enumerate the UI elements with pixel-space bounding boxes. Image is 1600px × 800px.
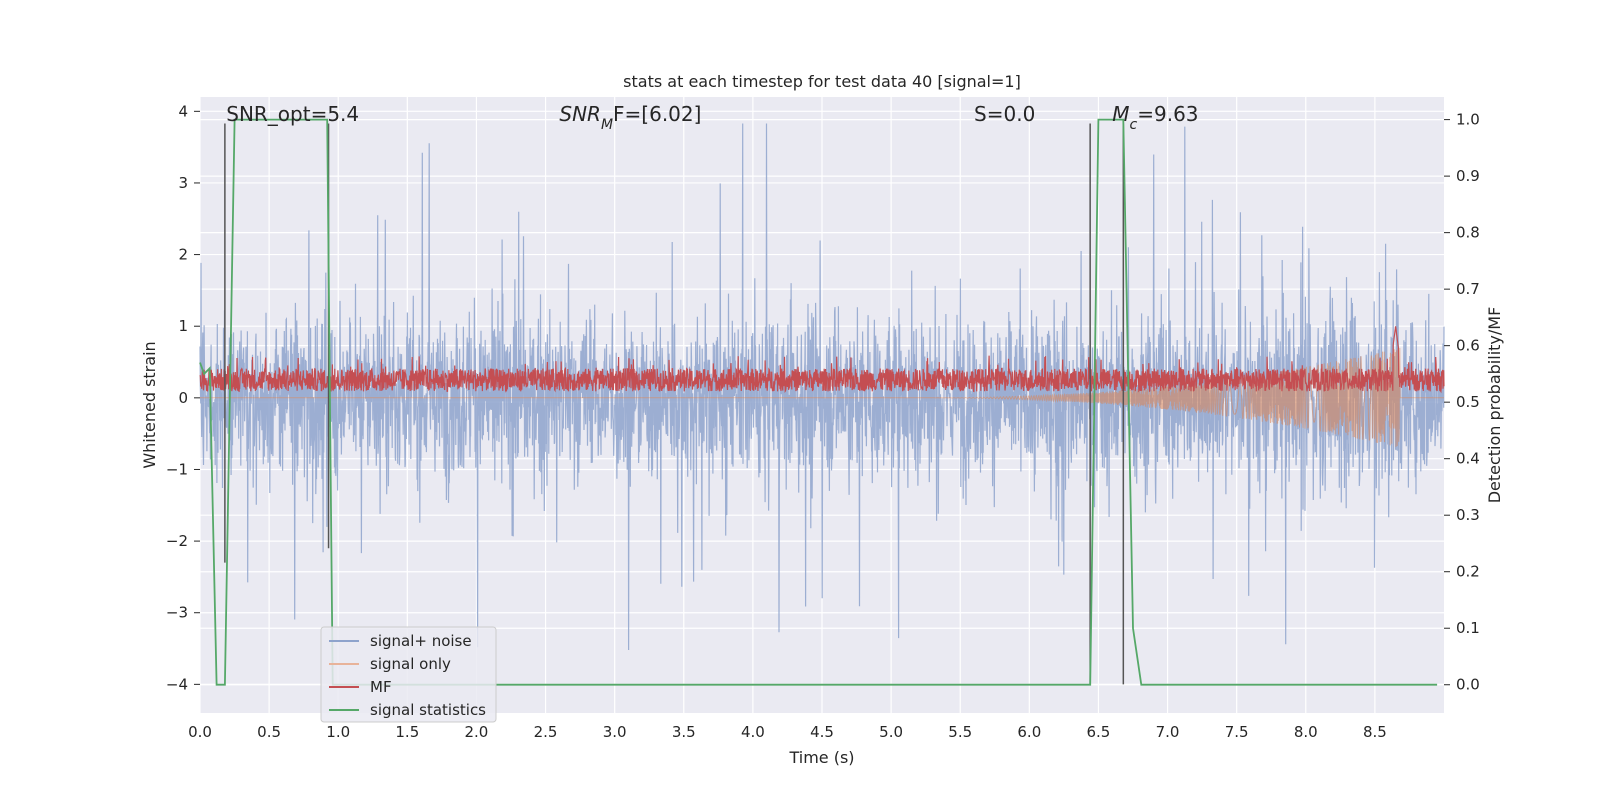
right-y-tick-label: 0.9 xyxy=(1456,167,1480,185)
y-tick-labels: 4 3 2 1 0 −1 −2 −3 −4 xyxy=(166,102,200,693)
y-tick-label: −1 xyxy=(166,460,188,478)
chart-title: stats at each timestep for test data 40 … xyxy=(623,72,1021,91)
annotation-suffix: F=[6.02] xyxy=(613,102,701,126)
y-tick-label: −4 xyxy=(166,675,188,693)
y-axis-label: Whitened strain xyxy=(140,341,159,468)
y-tick-label: 0 xyxy=(178,389,188,407)
annotation-subscript: M xyxy=(601,117,613,133)
legend-frame xyxy=(320,626,497,723)
legend-label-signal-statistics: signal statistics xyxy=(370,701,486,719)
x-tick-label: 2.5 xyxy=(534,723,558,741)
y-tick-label: 4 xyxy=(178,102,188,120)
x-tick-label: 6.0 xyxy=(1017,723,1041,741)
annotation-text: S xyxy=(974,102,987,126)
annotation: S=0.0 xyxy=(974,102,1035,126)
x-tick-label: 0.5 xyxy=(257,723,281,741)
x-tick-label: 3.0 xyxy=(603,723,627,741)
series-signal-only xyxy=(200,347,1444,448)
right-y-tick-label: 0.8 xyxy=(1456,224,1480,242)
annotation-text: SNR_opt=5.4 xyxy=(226,102,359,126)
x-tick-label: 1.5 xyxy=(395,723,419,741)
y-tick-label: 3 xyxy=(178,174,188,192)
y-tick-label: 1 xyxy=(178,317,188,335)
right-y-tick-label: 0.4 xyxy=(1456,450,1480,468)
legend-label-signal-only: signal only xyxy=(370,655,451,673)
right-y-tick-labels: 1.0 0.9 0.8 0.7 0.6 0.5 0.4 0.3 0.2 0.1 0.0 xyxy=(1444,111,1480,694)
annotation-text: SNR xyxy=(559,102,601,126)
annotation-subscript: c xyxy=(1130,117,1138,133)
right-y-axis-label: Detection probability/MF xyxy=(1485,307,1504,504)
legend-label-signal-noise: signal+ noise xyxy=(370,632,472,650)
annotation: SNR_opt=5.4 xyxy=(226,102,359,126)
right-y-tick-label: 0.2 xyxy=(1456,563,1480,581)
annotation-text: M xyxy=(1112,102,1129,126)
x-tick-label: 0.0 xyxy=(188,723,212,741)
x-tick-label: 2.0 xyxy=(465,723,489,741)
x-tick-label: 5.5 xyxy=(948,723,972,741)
x-tick-label: 8.0 xyxy=(1294,723,1318,741)
y-tick-label: −2 xyxy=(166,532,188,550)
annotation: Mc=9.63 xyxy=(1112,102,1198,133)
right-y-tick-label: 0.5 xyxy=(1456,393,1480,411)
x-tick-label: 8.5 xyxy=(1363,723,1387,741)
legend: signal+ noise signal only MF signal stat… xyxy=(320,626,497,723)
x-tick-label: 7.0 xyxy=(1156,723,1180,741)
legend-label-mf: MF xyxy=(370,678,392,696)
right-y-tick-label: 0.6 xyxy=(1456,337,1480,355)
x-tick-label: 6.5 xyxy=(1087,723,1111,741)
plot-area xyxy=(199,118,1445,686)
annotation: SNRMF=[6.02] xyxy=(559,102,701,133)
right-y-tick-label: 1.0 xyxy=(1456,111,1480,129)
x-tick-label: 3.5 xyxy=(672,723,696,741)
right-y-tick-label: 0.3 xyxy=(1456,506,1480,524)
series-signal-noise xyxy=(199,123,1445,651)
x-tick-label: 1.0 xyxy=(326,723,350,741)
x-axis-label: Time (s) xyxy=(788,748,854,767)
x-tick-labels: 0.0 0.5 1.0 1.5 2.0 2.5 3.0 3.5 4.0 4.5 5.0 5.5 6.0 6… xyxy=(188,723,1387,741)
annotations: SNR_opt=5.4 SNRMF=[6.02] S=0.0 Mc=9.63 xyxy=(226,102,1198,133)
x-tick-label: 4.0 xyxy=(741,723,765,741)
annotation-suffix: =0.0 xyxy=(987,102,1036,126)
right-y-tick-label: 0.1 xyxy=(1456,619,1480,637)
series-mf xyxy=(199,326,1445,394)
x-tick-label: 5.0 xyxy=(879,723,903,741)
x-tick-label: 7.5 xyxy=(1225,723,1249,741)
x-tick-label: 4.5 xyxy=(810,723,834,741)
annotation-suffix: =9.63 xyxy=(1137,102,1198,126)
y-tick-label: 2 xyxy=(178,246,188,264)
right-y-tick-label: 0.7 xyxy=(1456,280,1480,298)
y-tick-label: −3 xyxy=(166,604,188,622)
right-y-tick-label: 0.0 xyxy=(1456,676,1480,694)
